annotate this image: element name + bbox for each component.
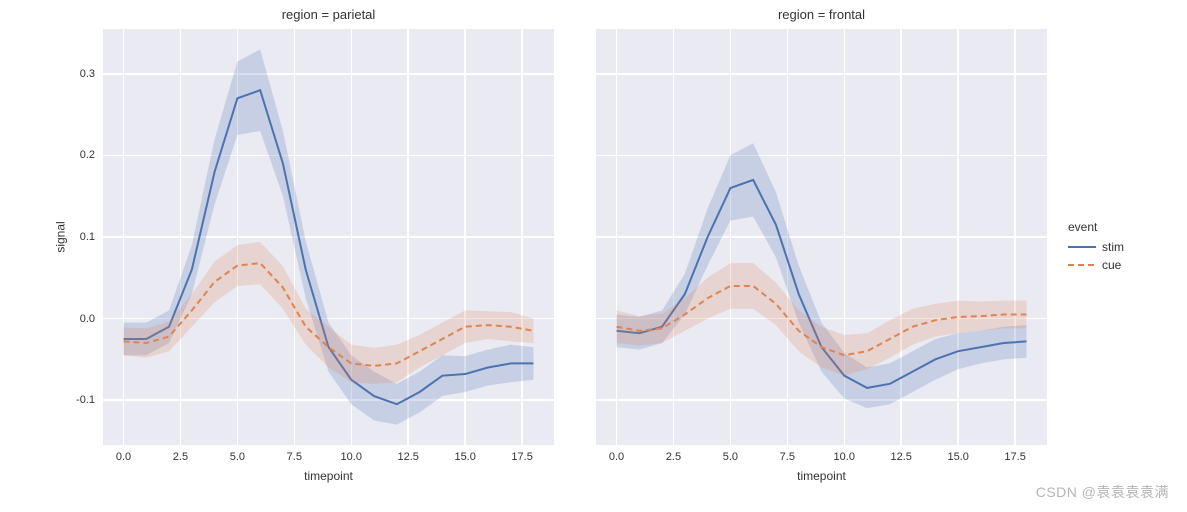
ci-band-stim	[124, 49, 534, 424]
x-axis-label: timepoint	[596, 469, 1047, 483]
ytick-label: 0.2	[65, 149, 95, 161]
xtick-label: 10.0	[834, 451, 855, 463]
legend-title: event	[1068, 220, 1124, 234]
legend: event stim cue	[1068, 220, 1124, 274]
ytick-label: -0.1	[65, 394, 95, 406]
xtick-label: 0.0	[609, 451, 624, 463]
legend-item-stim: stim	[1068, 238, 1124, 256]
chart-panel-frontal: region = frontal0.02.55.07.510.012.515.0…	[595, 28, 1048, 446]
xtick-label: 10.0	[341, 451, 362, 463]
figure: region = parietal 0.0 2.5 5.0 7.5 10.0 12.5 15.…	[0, 0, 1187, 512]
xtick-label: 2.5	[666, 451, 681, 463]
ytick-label: 0.1	[65, 231, 95, 243]
xtick-label: 15.0	[947, 451, 968, 463]
plot-svg	[103, 29, 554, 445]
legend-swatch-stim	[1068, 241, 1096, 253]
y-axis-label: signal	[54, 221, 68, 252]
xtick-label: 7.5	[780, 451, 795, 463]
xtick-label: 17.5	[511, 451, 532, 463]
xtick-label: 15.0	[454, 451, 475, 463]
xtick-label: 17.5	[1004, 451, 1025, 463]
x-axis-label: timepoint	[103, 469, 554, 483]
plot-svg	[596, 29, 1047, 445]
xtick-label: 2.5	[173, 451, 188, 463]
watermark-text: CSDN @袁袁袁袁满	[1036, 482, 1169, 502]
xtick-label: 12.5	[891, 451, 912, 463]
ytick-label: 0.3	[65, 68, 95, 80]
xtick-label: 0.0	[116, 451, 131, 463]
legend-label: stim	[1102, 240, 1124, 254]
xtick-label: 5.0	[230, 451, 245, 463]
legend-swatch-cue	[1068, 259, 1096, 271]
xtick-label: 12.5	[398, 451, 419, 463]
xtick-label: 7.5	[287, 451, 302, 463]
ci-band-stim	[617, 143, 1027, 408]
chart-panel-parietal: region = parietal0.02.55.07.510.012.515.…	[102, 28, 555, 446]
panel-title: region = frontal	[596, 7, 1047, 22]
xtick-label: 5.0	[723, 451, 738, 463]
legend-item-cue: cue	[1068, 256, 1124, 274]
panel-title: region = parietal	[103, 7, 554, 22]
ytick-label: 0.0	[65, 313, 95, 325]
legend-label: cue	[1102, 258, 1121, 272]
